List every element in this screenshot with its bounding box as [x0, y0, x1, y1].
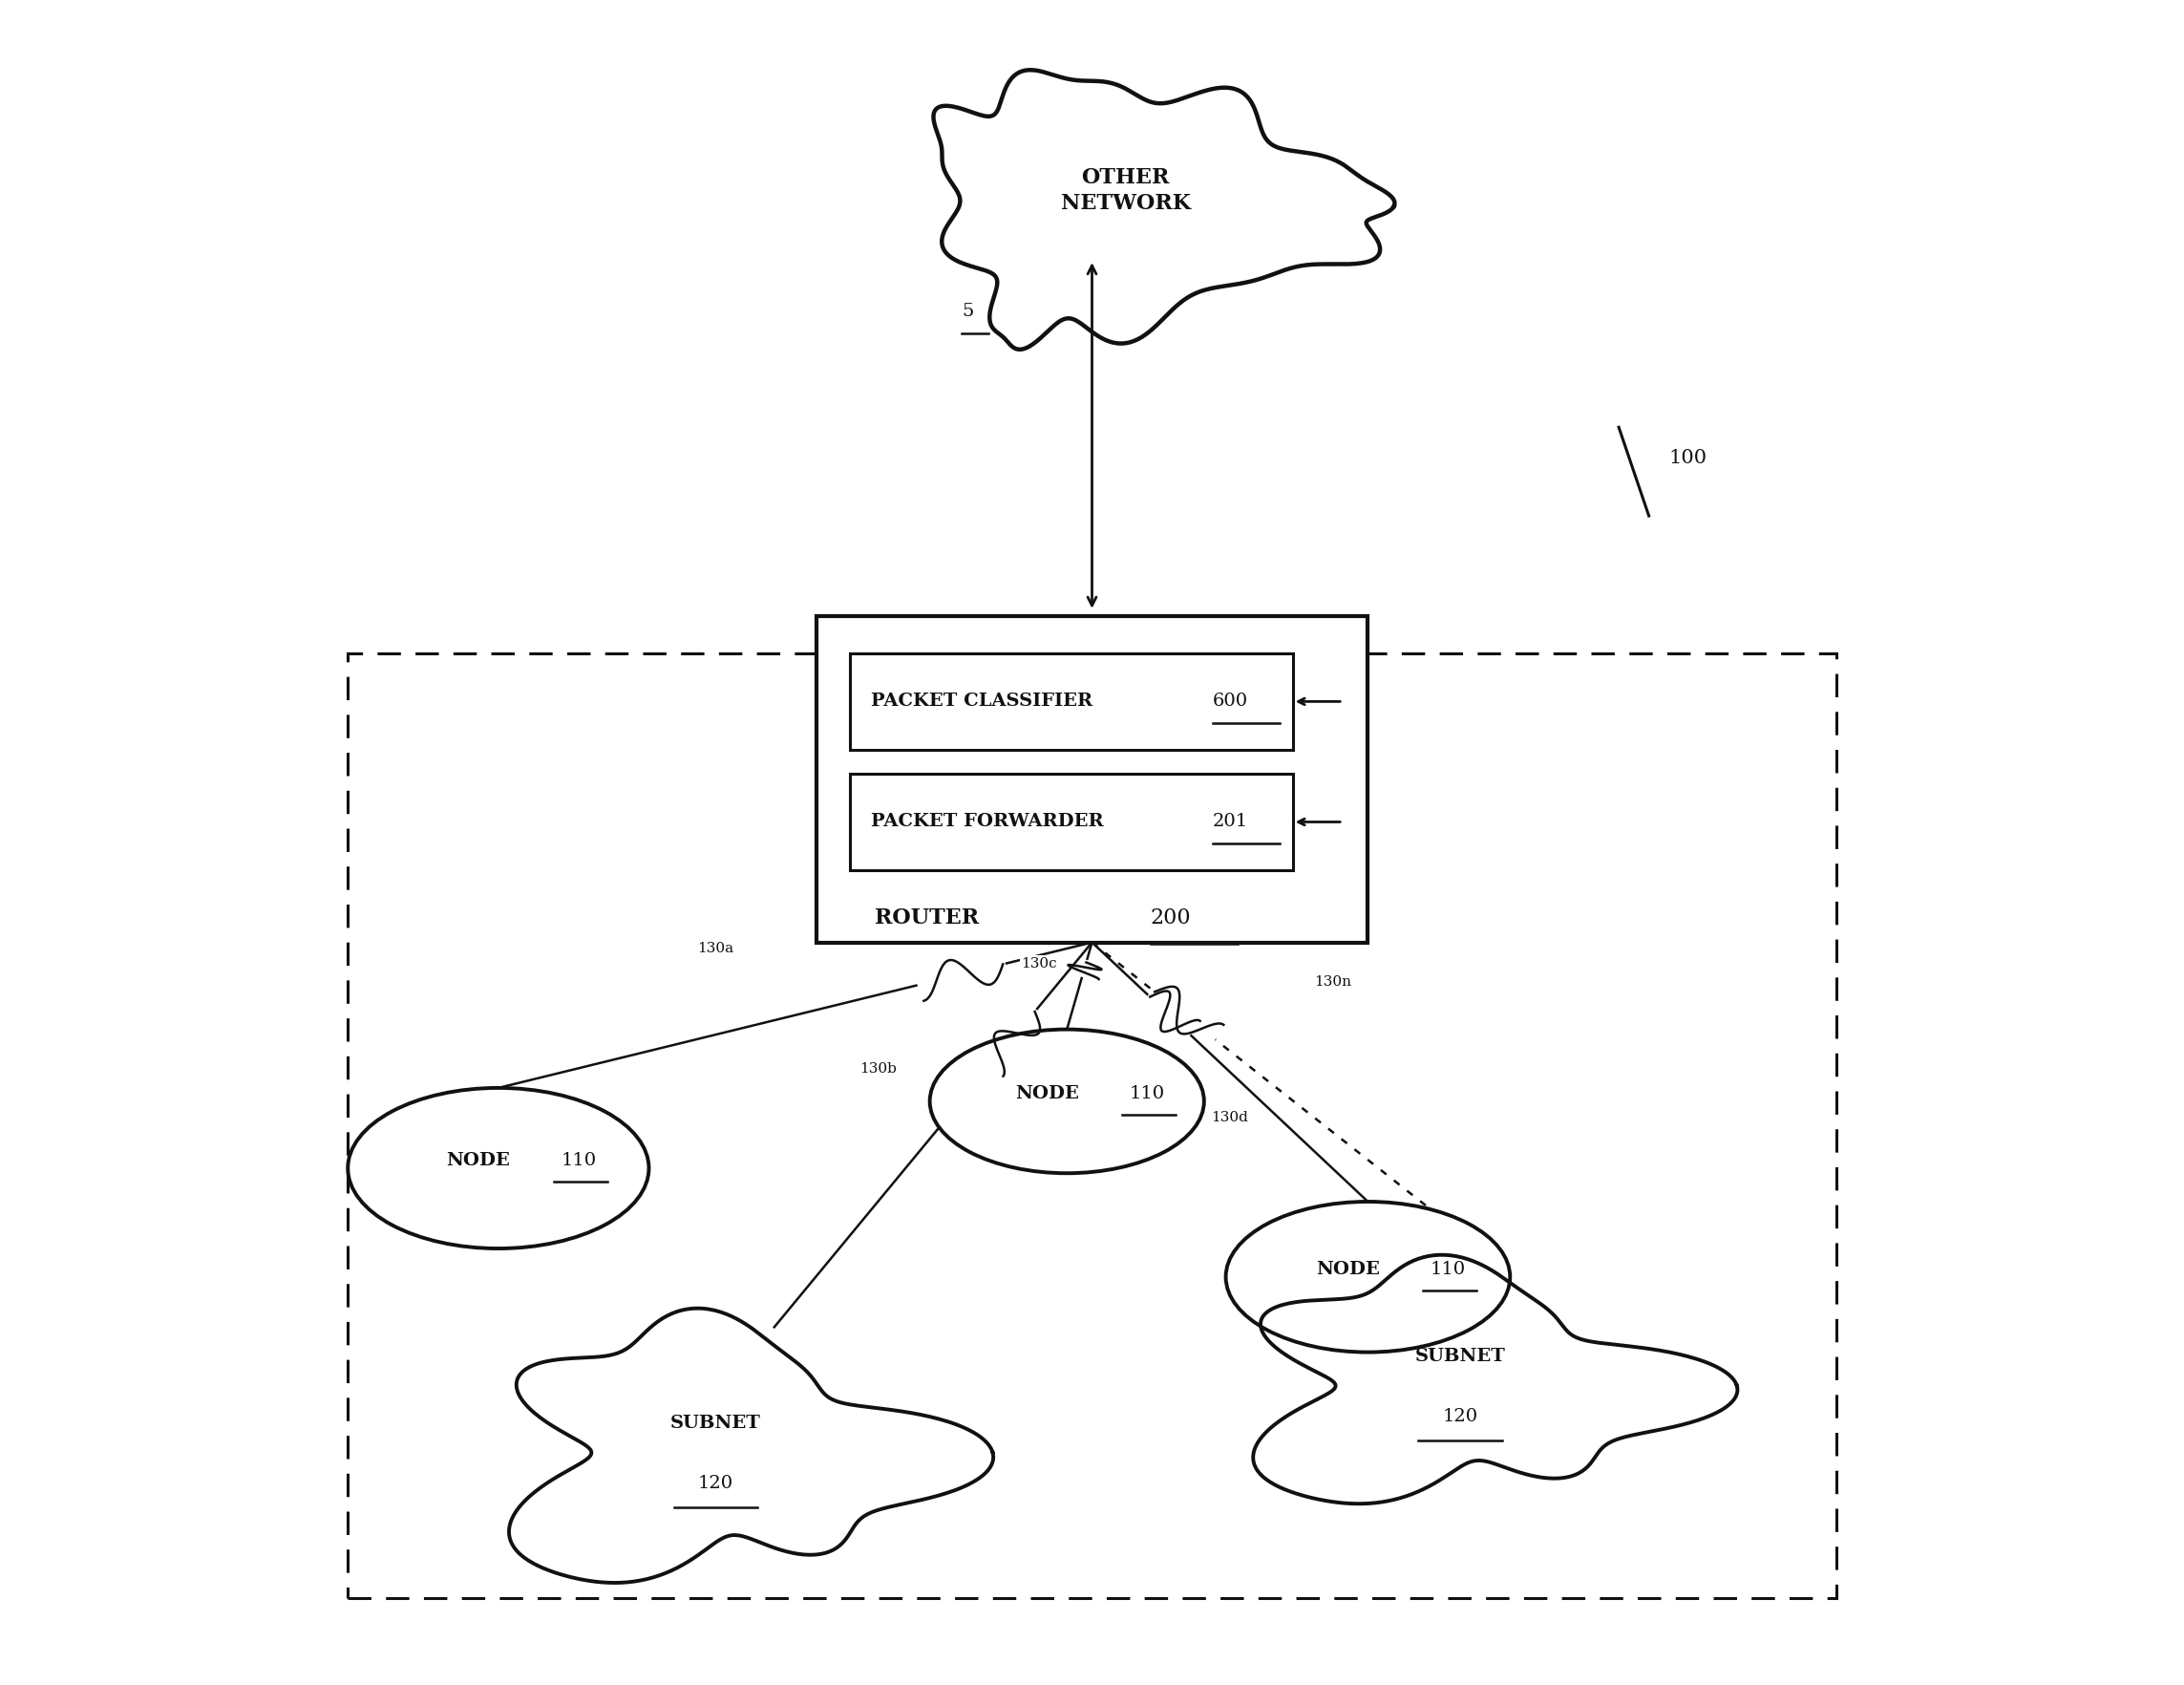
Polygon shape: [509, 1309, 994, 1582]
Text: 120: 120: [699, 1474, 734, 1491]
Text: 5: 5: [961, 302, 974, 320]
Text: 130c: 130c: [1020, 955, 1057, 969]
Ellipse shape: [347, 1089, 649, 1249]
Bar: [817, 617, 1367, 944]
Text: 110: 110: [1431, 1260, 1465, 1277]
Text: 130a: 130a: [697, 942, 734, 954]
Text: PACKET CLASSIFIER: PACKET CLASSIFIER: [871, 693, 1092, 709]
Ellipse shape: [1225, 1201, 1509, 1353]
Text: ROUTER: ROUTER: [874, 907, 978, 928]
Text: NODE: NODE: [1317, 1260, 1380, 1277]
Text: NODE: NODE: [1016, 1085, 1079, 1102]
Text: NODE: NODE: [446, 1151, 511, 1169]
Bar: [850, 654, 1293, 750]
Text: 130n: 130n: [1315, 974, 1352, 987]
Text: SUBNET: SUBNET: [1415, 1346, 1505, 1365]
Text: 200: 200: [1151, 907, 1190, 928]
Polygon shape: [933, 71, 1396, 350]
Ellipse shape: [930, 1030, 1203, 1173]
Text: 600: 600: [1212, 693, 1247, 709]
Bar: [850, 773, 1293, 871]
Text: 130d: 130d: [1210, 1110, 1247, 1124]
Bar: [347, 654, 1837, 1597]
Text: 110: 110: [561, 1151, 596, 1169]
Polygon shape: [1254, 1255, 1738, 1503]
Text: 100: 100: [1669, 448, 1708, 467]
Text: 201: 201: [1212, 812, 1247, 829]
Text: SUBNET: SUBNET: [670, 1414, 760, 1431]
Text: OTHER
NETWORK: OTHER NETWORK: [1061, 167, 1190, 214]
Text: 110: 110: [1129, 1085, 1164, 1102]
Text: PACKET FORWARDER: PACKET FORWARDER: [871, 812, 1103, 829]
Text: 130b: 130b: [858, 1062, 895, 1075]
Text: 120: 120: [1441, 1407, 1479, 1424]
